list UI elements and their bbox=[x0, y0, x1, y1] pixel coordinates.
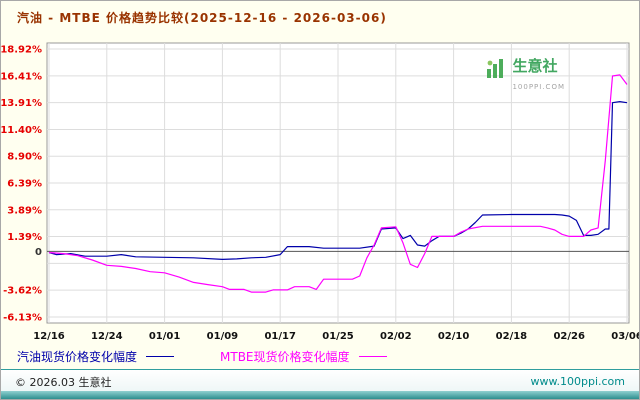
legend-line-sample-mtbe bbox=[358, 356, 387, 357]
svg-text:1.39%: 1.39% bbox=[7, 232, 42, 243]
gridlines bbox=[47, 43, 629, 323]
svg-text:01/01: 01/01 bbox=[149, 331, 181, 341]
svg-text:01/09: 01/09 bbox=[207, 331, 239, 341]
series-line bbox=[48, 74, 628, 293]
site-link[interactable]: www.100ppi.com bbox=[530, 375, 625, 388]
trend-chart: 18.92% 16.41% 13.91% 11.40% 8.90% 6.39% 3.89% 1… bbox=[1, 42, 640, 341]
legend-item-mtbe: MTBE现货价格变化幅度 bbox=[220, 348, 387, 365]
svg-text:13.91%: 13.91% bbox=[1, 98, 42, 109]
y-axis-labels: 18.92% 16.41% 13.91% 11.40% 8.90% 6.39% 3.89% 1… bbox=[1, 45, 42, 324]
svg-text:02/10: 02/10 bbox=[438, 331, 470, 341]
footer-bar: © 2026.03 生意社 www.100ppi.com bbox=[1, 370, 639, 393]
svg-text:01/25: 01/25 bbox=[322, 331, 354, 341]
legend-item-gasoline: 汽油现货价格变化幅度 bbox=[17, 348, 175, 365]
footer-separator bbox=[1, 369, 639, 370]
chart-legend: 汽油现货价格变化幅度 MTBE现货价格变化幅度 bbox=[17, 348, 387, 365]
svg-text:18.92%: 18.92% bbox=[1, 45, 42, 56]
svg-text:11.40%: 11.40% bbox=[1, 125, 42, 136]
svg-text:12/24: 12/24 bbox=[91, 331, 123, 341]
svg-text:16.41%: 16.41% bbox=[1, 71, 42, 82]
svg-text:-3.62%: -3.62% bbox=[3, 286, 42, 297]
legend-line-sample-gasoline bbox=[146, 356, 175, 357]
svg-text:8.90%: 8.90% bbox=[7, 152, 42, 163]
page-title: 汽油 - MTBE 价格趋势比较(2025-12-16 - 2026-03-06… bbox=[17, 11, 387, 25]
copyright-text: © 2026.03 生意社 bbox=[15, 375, 112, 389]
series-lines bbox=[48, 74, 628, 293]
svg-text:0: 0 bbox=[35, 247, 42, 258]
svg-text:03/06: 03/06 bbox=[611, 331, 640, 341]
x-axis-labels: 12/16 12/24 01/01 01/09 01/17 01/25 02/02 02/10… bbox=[33, 331, 640, 341]
svg-text:-6.13%: -6.13% bbox=[3, 313, 42, 324]
svg-text:02/26: 02/26 bbox=[553, 331, 585, 341]
legend-label-gasoline: 汽油现货价格变化幅度 bbox=[17, 350, 138, 364]
series-line bbox=[48, 100, 628, 260]
footer-gradient-band bbox=[1, 391, 639, 399]
legend-label-mtbe: MTBE现货价格变化幅度 bbox=[220, 350, 350, 364]
svg-text:02/18: 02/18 bbox=[496, 331, 528, 341]
svg-text:3.89%: 3.89% bbox=[7, 205, 42, 216]
svg-text:01/17: 01/17 bbox=[264, 331, 296, 341]
svg-text:12/16: 12/16 bbox=[33, 331, 65, 341]
svg-text:6.39%: 6.39% bbox=[7, 179, 42, 190]
svg-text:02/02: 02/02 bbox=[380, 331, 412, 341]
